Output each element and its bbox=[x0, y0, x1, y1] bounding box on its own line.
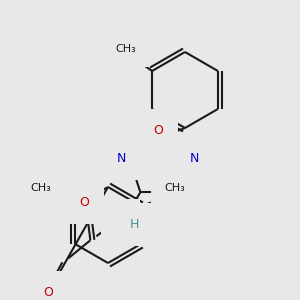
Text: N: N bbox=[116, 214, 125, 227]
Text: N: N bbox=[117, 152, 126, 165]
Text: O: O bbox=[80, 196, 89, 209]
Text: O: O bbox=[44, 286, 53, 299]
Text: CH₃: CH₃ bbox=[164, 183, 185, 193]
Text: N: N bbox=[190, 152, 199, 165]
Text: O: O bbox=[153, 124, 163, 136]
Text: H: H bbox=[130, 218, 139, 231]
Text: CH₃: CH₃ bbox=[31, 183, 52, 193]
Text: CH₃: CH₃ bbox=[116, 44, 136, 54]
